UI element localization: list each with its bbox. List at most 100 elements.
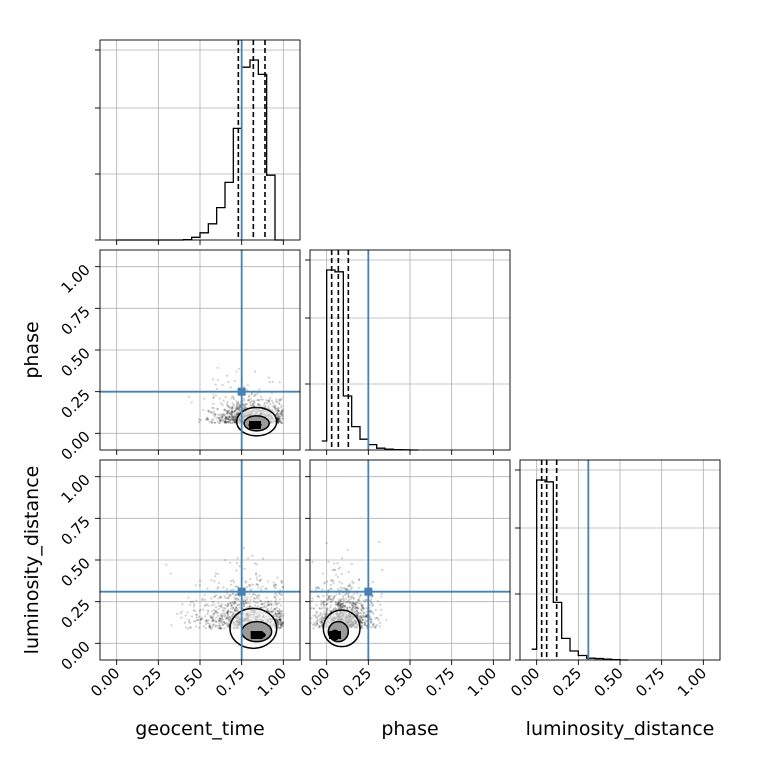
scatter-geocent_time-vs-luminosity_distance-sample [228, 616, 231, 619]
scatter-geocent_time-vs-phase-sample [227, 421, 230, 424]
scatter-geocent_time-vs-luminosity_distance-sample [192, 608, 195, 612]
scatter-geocent_time-vs-luminosity_distance-sample [280, 624, 283, 627]
scatter-geocent_time-vs-luminosity_distance-sample [226, 597, 229, 600]
scatter-geocent_time-vs-luminosity_distance-sample [227, 596, 230, 600]
scatter-geocent_time-vs-phase-sample [274, 407, 277, 410]
scatter-phase-vs-luminosity_distance-sample [306, 613, 308, 615]
scatter-geocent_time-vs-phase-sample [257, 399, 261, 402]
scatter-geocent_time-vs-luminosity_distance-sample [231, 606, 235, 609]
scatter-phase-vs-luminosity_distance-sample [335, 602, 339, 606]
scatter-phase-vs-luminosity_distance-sample [336, 603, 340, 607]
scatter-phase-vs-luminosity_distance-sample [371, 595, 374, 598]
scatter-phase-vs-luminosity_distance-sample [343, 604, 346, 607]
scatter-phase-vs-luminosity_distance-sample [346, 600, 349, 603]
scatter-phase-vs-luminosity_distance-sample [321, 607, 324, 610]
scatter-geocent_time-vs-luminosity_distance-sample [219, 627, 222, 630]
scatter-geocent_time-vs-phase-sample [230, 411, 234, 414]
scatter-geocent_time-vs-luminosity_distance-sample [214, 619, 217, 622]
scatter-geocent_time-vs-luminosity_distance-sample [180, 616, 183, 619]
scatter-phase-vs-luminosity_distance-sample [320, 621, 323, 624]
scatter-phase-vs-luminosity_distance-sample [344, 605, 347, 608]
scatter-phase-vs-luminosity_distance-sample [357, 598, 360, 601]
scatter-phase-vs-luminosity_distance-sample [365, 599, 368, 602]
scatter-geocent_time-vs-phase-sample [264, 404, 267, 407]
scatter-phase-vs-luminosity_distance-sample [337, 567, 340, 570]
scatter-phase-vs-luminosity_distance-sample [369, 611, 372, 614]
scatter-phase-vs-luminosity_distance-sample [353, 604, 357, 607]
scatter-geocent_time-vs-phase-sample [234, 410, 237, 413]
scatter-phase-vs-luminosity_distance-sample [355, 609, 359, 612]
scatter-geocent_time-vs-phase-sample [280, 420, 283, 423]
scatter-phase-vs-luminosity_distance-sample [361, 606, 364, 609]
scatter-geocent_time-vs-phase-sample [234, 410, 237, 413]
scatter-phase-vs-luminosity_distance-sample [318, 624, 321, 628]
scatter-geocent_time-vs-luminosity_distance-sample [279, 618, 282, 621]
scatter-phase-vs-luminosity_distance-sample [338, 601, 341, 604]
scatter-geocent_time-vs-luminosity_distance-sample [246, 586, 249, 589]
scatter-phase-vs-luminosity_distance-sample [352, 602, 355, 605]
scatter-geocent_time-vs-luminosity_distance-sample [215, 616, 218, 619]
scatter-geocent_time-vs-phase-sample [226, 416, 229, 419]
scatter-geocent_time-vs-luminosity_distance-sample [216, 611, 219, 614]
scatter-geocent_time-vs-phase-sample [272, 406, 275, 409]
scatter-phase-vs-luminosity_distance-sample [315, 586, 318, 589]
scatter-geocent_time-vs-luminosity_distance-sample [278, 622, 281, 625]
scatter-phase-vs-luminosity_distance-sample [324, 613, 327, 616]
scatter-geocent_time-vs-phase-sample [224, 416, 228, 419]
scatter-geocent_time-vs-phase-sample [274, 406, 277, 409]
scatter-geocent_time-vs-luminosity_distance-sample [232, 612, 235, 616]
scatter-geocent_time-vs-phase-sample [225, 410, 229, 413]
scatter-phase-vs-luminosity_distance-sample [318, 625, 321, 628]
scatter-geocent_time-vs-luminosity_distance-sample [255, 595, 258, 598]
scatter-geocent_time-vs-phase-sample [246, 388, 249, 392]
scatter-geocent_time-vs-luminosity_distance-sample [221, 612, 225, 615]
scatter-geocent_time-vs-luminosity_distance-sample [226, 616, 229, 620]
scatter-phase-vs-luminosity_distance-sample [356, 606, 359, 610]
scatter-geocent_time-vs-luminosity_distance-sample [230, 604, 233, 607]
scatter-geocent_time-vs-luminosity_distance-sample [208, 622, 211, 625]
scatter-geocent_time-vs-phase-sample [243, 399, 246, 402]
scatter-geocent_time-vs-phase-sample [226, 420, 229, 423]
scatter-geocent_time-vs-luminosity_distance-sample [221, 621, 224, 624]
scatter-geocent_time-vs-phase-sample [279, 399, 282, 402]
scatter-phase-vs-luminosity_distance-sample [370, 604, 374, 607]
scatter-geocent_time-vs-phase-sample [276, 412, 279, 415]
scatter-geocent_time-vs-luminosity_distance-sample [234, 609, 237, 612]
scatter-geocent_time-vs-luminosity_distance-sample [204, 598, 207, 602]
scatter-geocent_time-vs-luminosity_distance-sample [215, 606, 218, 609]
scatter-geocent_time-vs-phase-sample [230, 416, 233, 419]
scatter-geocent_time-vs-luminosity_distance-sample [274, 615, 278, 618]
scatter-geocent_time-vs-phase-sample [229, 418, 232, 421]
scatter-geocent_time-vs-luminosity_distance-sample [280, 610, 283, 613]
scatter-geocent_time-vs-luminosity_distance-sample [270, 603, 273, 607]
scatter-phase-vs-luminosity_distance-sample [362, 611, 366, 615]
scatter-geocent_time-vs-phase-sample [214, 416, 218, 419]
scatter-geocent_time-vs-luminosity_distance-sample [213, 603, 216, 606]
scatter-geocent_time-vs-luminosity_distance-sample [218, 617, 221, 620]
scatter-geocent_time-vs-luminosity_distance-sample [218, 617, 221, 620]
scatter-geocent_time-vs-phase-sample [281, 418, 284, 421]
scatter-geocent_time-vs-phase-sample [231, 407, 234, 410]
scatter-geocent_time-vs-luminosity_distance-sample [234, 602, 237, 605]
scatter-geocent_time-vs-luminosity_distance-sample [232, 611, 235, 614]
scatter-geocent_time-vs-luminosity_distance-sample [226, 611, 229, 614]
scatter-geocent_time-vs-phase-sample [233, 397, 236, 401]
scatter-phase-vs-luminosity_distance-sample [330, 610, 333, 613]
xlabel-geocent_time: geocent_time [135, 718, 264, 740]
scatter-geocent_time-vs-phase-sample [224, 421, 227, 424]
scatter-geocent_time-vs-luminosity_distance-sample [237, 597, 240, 601]
scatter-phase-vs-luminosity_distance-sample [310, 617, 313, 620]
scatter-phase-vs-luminosity_distance-sample [315, 622, 319, 625]
scatter-phase-vs-luminosity_distance-sample [369, 599, 372, 602]
scatter-geocent_time-vs-luminosity_distance-sample [211, 616, 214, 619]
scatter-geocent_time-vs-phase-sample [230, 411, 233, 414]
scatter-geocent_time-vs-luminosity_distance-sample [195, 625, 198, 628]
scatter-phase-vs-luminosity_distance-sample [332, 597, 335, 600]
scatter-phase-vs-luminosity_distance-sample [340, 604, 343, 607]
scatter-geocent_time-vs-luminosity_distance-sample [274, 601, 277, 604]
scatter-geocent_time-vs-phase-sample [280, 406, 283, 409]
scatter-geocent_time-vs-luminosity_distance-sample [279, 623, 282, 626]
scatter-phase-vs-luminosity_distance-sample [380, 595, 383, 598]
scatter-geocent_time-vs-luminosity_distance-sample [184, 614, 187, 617]
scatter-phase-vs-luminosity_distance-sample [338, 602, 341, 606]
